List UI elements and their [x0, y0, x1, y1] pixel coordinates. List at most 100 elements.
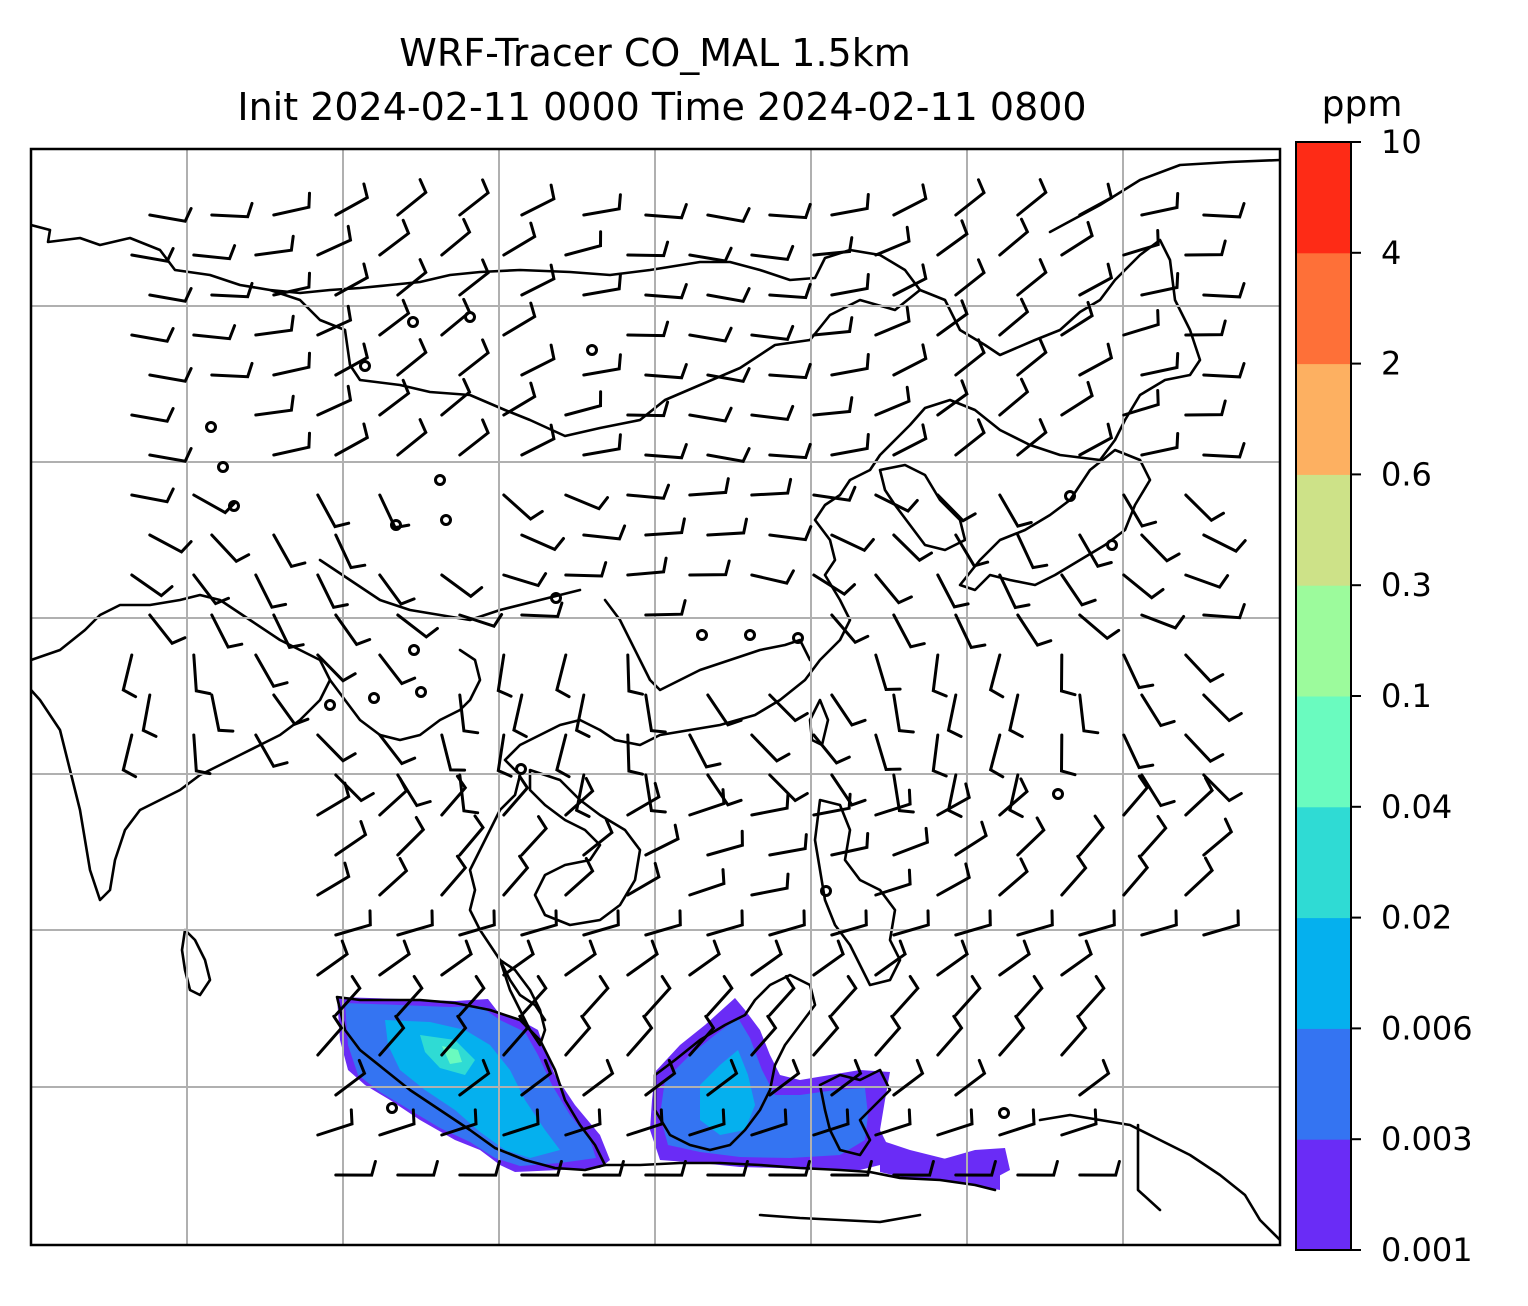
wind-barb — [1008, 693, 1024, 739]
wind-barb — [812, 485, 857, 502]
wind-barb — [1016, 816, 1046, 857]
wind-barb — [502, 854, 530, 897]
wind-barb — [378, 1014, 406, 1057]
wind-barb — [892, 613, 926, 649]
wind-barb — [954, 418, 986, 457]
wind-barb — [874, 1108, 912, 1137]
wind-barb — [316, 304, 353, 337]
wind-barb — [830, 1160, 873, 1177]
wind-barb — [626, 240, 670, 258]
wind-barb — [644, 823, 680, 857]
coast-asia-north — [31, 223, 922, 438]
wind-barb — [1184, 239, 1227, 257]
calm-wind-marker — [408, 644, 420, 656]
wind-barb — [936, 1014, 964, 1057]
wind-barb — [272, 191, 311, 217]
wind-barb — [148, 367, 193, 383]
wind-barb — [706, 909, 744, 937]
wind-barb — [874, 788, 912, 817]
coast-myanmar — [328, 648, 482, 742]
wind-barb — [1078, 422, 1114, 457]
wind-barb — [582, 273, 622, 297]
wind-barb — [998, 493, 1033, 528]
wind-barb — [1184, 493, 1225, 523]
wind-barb — [316, 1108, 354, 1137]
wind-barb — [334, 909, 372, 937]
wind-barb — [626, 1108, 664, 1137]
wind-barb — [644, 1160, 687, 1177]
wind-barb — [582, 1160, 625, 1177]
wind-barb — [396, 1160, 439, 1177]
title-line-1: WRF-Tracer CO_MAL 1.5km — [399, 31, 911, 75]
wind-barb — [688, 477, 730, 497]
wind-barb — [830, 832, 870, 857]
calm-wind-marker — [390, 519, 402, 531]
wind-barb — [502, 572, 548, 588]
wind-barb — [334, 182, 370, 217]
calm-wind-marker — [386, 1102, 398, 1114]
wind-barb — [378, 653, 417, 686]
wind-barb — [148, 447, 193, 463]
wind-barb — [1140, 773, 1176, 808]
wind-barb — [688, 868, 726, 897]
wind-barb — [502, 774, 530, 817]
wind-barb — [874, 225, 911, 257]
wind-barb — [520, 263, 556, 297]
wind-barb — [148, 533, 193, 554]
wind-barb — [582, 524, 627, 541]
wind-barb — [830, 1058, 863, 1097]
wind-barb — [1078, 182, 1114, 217]
wind-barb — [520, 815, 548, 857]
colorbar-swatch-9 — [1296, 142, 1351, 254]
wind-barb — [644, 599, 687, 617]
wind-barb — [272, 351, 311, 377]
wind-barb — [192, 573, 230, 606]
wind-barb — [1078, 909, 1116, 937]
wind-barb — [626, 861, 661, 897]
wind-barb — [1078, 613, 1121, 641]
wind-barb — [750, 872, 790, 897]
coast-inland-2 — [318, 558, 582, 622]
wind-barb — [440, 939, 473, 977]
wind-barb — [1202, 442, 1246, 459]
wind-barb — [1202, 909, 1240, 937]
wind-barb — [458, 178, 490, 217]
calm-wind-marker — [407, 316, 419, 328]
wind-barb — [812, 573, 856, 596]
wind-barb — [998, 939, 1031, 977]
wind-barb — [830, 193, 870, 217]
wind-barb — [272, 431, 311, 457]
wind-barb — [1202, 202, 1246, 219]
wind-barb — [316, 573, 349, 609]
wind-barb — [768, 909, 806, 937]
wind-barb — [706, 693, 743, 727]
wind-barb — [750, 244, 795, 262]
wind-barb — [954, 613, 987, 650]
wind-barb — [396, 338, 428, 377]
wind-barb — [1140, 272, 1180, 297]
wind-barb — [768, 975, 796, 1017]
coast-srilanka — [180, 928, 212, 997]
wind-barb — [496, 653, 513, 698]
wind-barb — [564, 1014, 592, 1057]
wind-barb — [316, 781, 351, 817]
wind-barb — [574, 773, 591, 818]
wind-barb — [750, 733, 791, 763]
wind-barb — [378, 573, 416, 606]
calm-wind-marker — [368, 692, 380, 704]
calm-wind-marker — [415, 686, 427, 698]
wind-barb — [316, 1014, 344, 1057]
wind-barb — [954, 258, 986, 297]
wind-barb — [644, 693, 667, 734]
wind-barb — [148, 287, 193, 303]
wind-barb — [555, 653, 571, 699]
calm-wind-marker — [217, 461, 229, 473]
wind-barb — [1140, 909, 1178, 937]
wind-barb — [644, 1058, 677, 1097]
wind-barb — [378, 298, 411, 337]
wind-barb — [998, 777, 1029, 817]
colorbar-swatch-4 — [1296, 696, 1351, 808]
wind-barb — [626, 781, 661, 817]
wind-barb — [830, 353, 870, 377]
